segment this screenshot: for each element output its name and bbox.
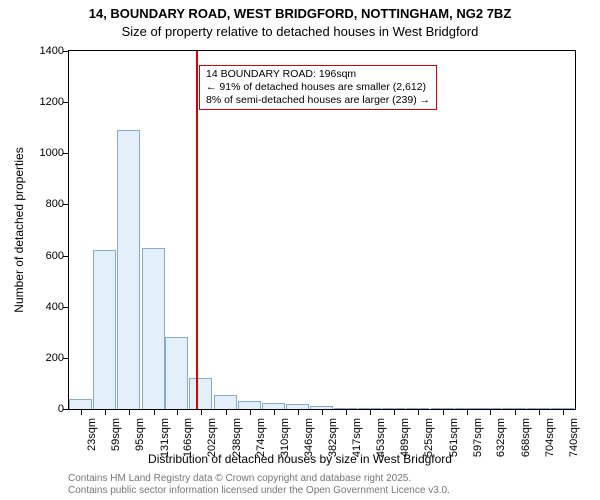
x-tick-mark: [443, 410, 444, 415]
chart-container: { "chart": { "type": "histogram", "title…: [0, 0, 600, 500]
histogram-bar: [117, 130, 140, 409]
x-tick-label: 668sqm: [520, 418, 532, 457]
histogram-bar: [93, 250, 116, 409]
x-tick-mark: [490, 410, 491, 415]
plot-area: 14 BOUNDARY ROAD: 196sqm← 91% of detache…: [68, 50, 576, 410]
y-tick-label: 1000: [40, 147, 64, 159]
x-tick-mark: [154, 410, 155, 415]
x-tick-label: 274sqm: [255, 418, 267, 457]
x-tick-label: 382sqm: [327, 418, 339, 457]
histogram-bar: [551, 408, 574, 409]
x-tick-mark: [105, 410, 106, 415]
x-tick-label: 59sqm: [110, 418, 122, 451]
histogram-bar: [238, 401, 261, 409]
x-tick-label: 417sqm: [351, 418, 363, 457]
histogram-bar: [142, 248, 165, 409]
chart-title-main: 14, BOUNDARY ROAD, WEST BRIDGFORD, NOTTI…: [0, 6, 600, 21]
x-tick-mark: [201, 410, 202, 415]
x-tick-label: 238sqm: [231, 418, 243, 457]
x-tick-label: 561sqm: [448, 418, 460, 457]
x-tick-mark: [394, 410, 395, 415]
x-tick-mark: [467, 410, 468, 415]
y-tick-label: 600: [46, 250, 64, 262]
x-tick-label: 202sqm: [206, 418, 218, 457]
y-tick-label: 200: [46, 352, 64, 364]
x-tick-label: 632sqm: [495, 418, 507, 457]
x-tick-mark: [250, 410, 251, 415]
x-tick-mark: [515, 410, 516, 415]
annotation-line: ← 91% of detached houses are smaller (2,…: [206, 81, 430, 94]
x-tick-label: 704sqm: [544, 418, 556, 457]
histogram-bar: [189, 378, 212, 409]
y-tick-label: 800: [46, 198, 64, 210]
x-tick-mark: [370, 410, 371, 415]
x-tick-label: 23sqm: [86, 418, 98, 451]
annotation-box: 14 BOUNDARY ROAD: 196sqm← 91% of detache…: [199, 65, 437, 110]
x-tick-mark: [298, 410, 299, 415]
histogram-bar: [455, 408, 478, 409]
x-tick-mark: [563, 410, 564, 415]
y-tick-label: 400: [46, 301, 64, 313]
histogram-bar: [334, 408, 357, 409]
x-tick-mark: [226, 410, 227, 415]
histogram-bar: [502, 408, 525, 409]
x-tick-label: 489sqm: [399, 418, 411, 457]
y-tick-label: 0: [58, 403, 64, 415]
histogram-bar: [286, 404, 309, 409]
histogram-bar: [431, 408, 454, 409]
x-tick-label: 453sqm: [375, 418, 387, 457]
histogram-bar: [69, 399, 92, 409]
x-tick-mark: [274, 410, 275, 415]
histogram-bar: [310, 406, 333, 409]
x-tick-label: 310sqm: [279, 418, 291, 457]
x-axis-label: Distribution of detached houses by size …: [0, 452, 600, 466]
x-tick-label: 525sqm: [423, 418, 435, 457]
histogram-bar: [406, 408, 429, 409]
y-tick-label: 1200: [40, 96, 64, 108]
x-tick-label: 597sqm: [472, 418, 484, 457]
x-tick-label: 346sqm: [303, 418, 315, 457]
x-tick-mark: [81, 410, 82, 415]
x-tick-mark: [418, 410, 419, 415]
x-tick-label: 166sqm: [182, 418, 194, 457]
x-tick-label: 95sqm: [134, 418, 146, 451]
histogram-bar: [358, 408, 381, 409]
y-tick-label: 1400: [40, 45, 64, 57]
chart-title-sub: Size of property relative to detached ho…: [0, 24, 600, 39]
histogram-bar: [214, 395, 237, 409]
histogram-bar: [165, 337, 188, 409]
histogram-bar: [527, 408, 550, 409]
annotation-line: 8% of semi-detached houses are larger (2…: [206, 94, 430, 107]
x-tick-label: 131sqm: [159, 418, 171, 457]
annotation-line: 14 BOUNDARY ROAD: 196sqm: [206, 68, 430, 81]
x-tick-mark: [177, 410, 178, 415]
footer-line-1: Contains HM Land Registry data © Crown c…: [68, 473, 411, 484]
y-axis-label: Number of detached properties: [12, 147, 26, 312]
x-tick-mark: [129, 410, 130, 415]
histogram-bar: [478, 408, 501, 409]
histogram-bar: [382, 408, 405, 409]
x-tick-mark: [346, 410, 347, 415]
x-tick-label: 740sqm: [568, 418, 580, 457]
y-axis-label-wrap: Number of detached properties: [12, 50, 26, 410]
footer-line-2: Contains public sector information licen…: [68, 485, 450, 496]
x-tick-mark: [539, 410, 540, 415]
x-tick-mark: [322, 410, 323, 415]
histogram-bar: [262, 403, 285, 409]
